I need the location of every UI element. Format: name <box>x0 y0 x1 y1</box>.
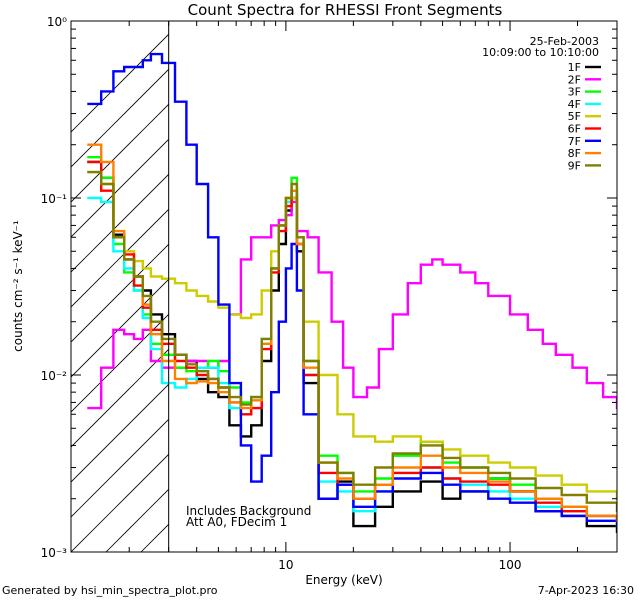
legend-label-2F: 2F <box>568 73 581 86</box>
hatch-line <box>596 21 640 552</box>
hatched-region <box>71 21 640 552</box>
hatch-line <box>71 453 169 552</box>
legend-label-8F: 8F <box>568 147 581 160</box>
hatch-line <box>71 103 169 203</box>
y-tick-label: 10⁻² <box>41 369 68 383</box>
axes: 10⁻³ 10⁻² 10⁻¹ 10⁰ 10 100 <box>41 15 618 572</box>
hatch-line <box>71 278 169 378</box>
hatch-line <box>71 383 169 483</box>
hatch-line <box>631 21 640 552</box>
generated-by-text: Generated by hsi_min_spectra_plot.pro <box>2 584 218 597</box>
hatch-line <box>71 418 169 518</box>
series-line-2F <box>87 200 617 410</box>
legend-label-7F: 7F <box>568 135 581 148</box>
hatch-line <box>71 208 169 308</box>
series-layer <box>87 52 617 533</box>
note-attenuator: Att A0, FDecim 1 <box>186 515 287 529</box>
series-line-7F <box>87 52 617 528</box>
hatch-line <box>71 33 169 133</box>
hatch-line <box>526 21 640 552</box>
legend-label-4F: 4F <box>568 98 581 111</box>
y-axis-label: counts cm⁻² s⁻¹ keV⁻¹ <box>11 220 25 352</box>
y-tick-label: 10⁰ <box>47 15 67 29</box>
annotation-date: 25-Feb-2003 <box>530 35 599 48</box>
hatch-line <box>71 68 169 168</box>
timestamp-text: 7-Apr-2023 16:30 <box>537 584 634 597</box>
note-background: Includes Background <box>186 504 311 518</box>
y-tick-label: 10⁻³ <box>41 546 68 560</box>
plot-frame <box>70 20 618 553</box>
legend-label-9F: 9F <box>568 159 581 172</box>
hatch-line <box>71 243 169 343</box>
y-tick-label: 10⁻¹ <box>41 192 68 206</box>
legend-label-5F: 5F <box>568 110 581 123</box>
x-axis-label: Energy (keV) <box>305 573 382 587</box>
series-line-6F <box>87 160 617 522</box>
hatch-line <box>491 21 640 552</box>
hatch-line <box>140 523 169 552</box>
x-tick-label: 100 <box>499 558 522 572</box>
legend-label-1F: 1F <box>568 61 581 74</box>
legend-label-6F: 6F <box>568 123 581 136</box>
annotation-time-range: 10:09:00 to 10:10:00 <box>482 46 599 59</box>
legend-label-3F: 3F <box>568 86 581 99</box>
hatch-line <box>421 21 640 552</box>
chart-title: Count Spectra for RHESSI Front Segments <box>188 1 503 19</box>
series-line-9F <box>87 170 617 513</box>
x-tick-label: 10 <box>278 558 293 572</box>
